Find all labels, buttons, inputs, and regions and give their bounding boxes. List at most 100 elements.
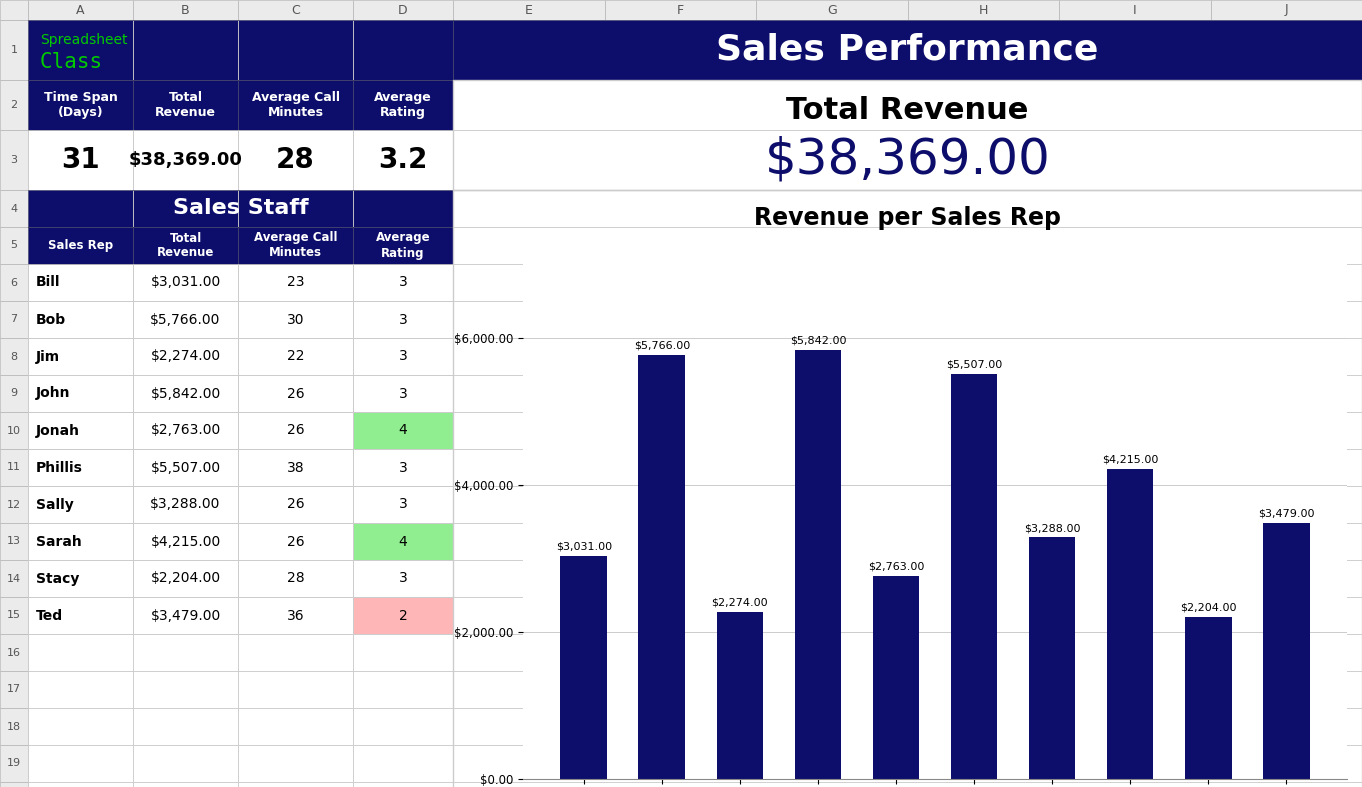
Bar	[0, 449, 29, 486]
Bar	[605, 0, 756, 20]
Bar	[133, 412, 238, 449]
Bar	[353, 20, 454, 80]
Bar	[0, 20, 29, 80]
Text: 3: 3	[399, 312, 407, 327]
Bar	[353, 560, 454, 597]
Bar	[133, 412, 238, 449]
Bar	[238, 708, 353, 745]
Bar	[353, 0, 454, 20]
Bar	[454, 264, 1362, 301]
Bar	[0, 560, 29, 597]
Bar	[133, 338, 238, 375]
Bar	[29, 301, 133, 338]
Bar	[238, 671, 353, 708]
Bar	[0, 301, 29, 338]
Bar	[353, 745, 454, 782]
Bar	[238, 597, 353, 634]
Text: 3: 3	[399, 460, 407, 475]
Text: $4,215.00: $4,215.00	[150, 534, 221, 549]
Bar	[353, 412, 454, 449]
Bar	[238, 597, 353, 634]
Bar	[238, 523, 353, 560]
Bar	[238, 227, 353, 264]
Bar	[29, 264, 133, 301]
Text: $5,766.00: $5,766.00	[633, 341, 691, 351]
Bar	[29, 560, 133, 597]
Bar	[454, 80, 1362, 190]
Bar	[454, 338, 1362, 375]
Bar	[639, 356, 685, 779]
Text: B: B	[181, 3, 189, 17]
Bar	[29, 412, 133, 449]
Bar	[454, 375, 1362, 412]
Text: 4: 4	[11, 204, 18, 213]
Text: $38,369.00: $38,369.00	[128, 151, 242, 169]
Bar	[133, 634, 238, 671]
Bar	[0, 375, 29, 412]
Text: $3,288.00: $3,288.00	[150, 497, 221, 512]
Text: Average Call
Minutes: Average Call Minutes	[253, 231, 338, 260]
Bar	[29, 227, 133, 264]
Bar	[29, 597, 133, 634]
Bar	[353, 338, 454, 375]
Text: 6: 6	[11, 278, 18, 287]
Bar	[353, 597, 454, 634]
Bar	[454, 634, 1362, 671]
Bar	[0, 375, 29, 412]
Bar	[0, 597, 29, 634]
Bar	[454, 412, 1362, 449]
Text: $3,031.00: $3,031.00	[150, 275, 221, 290]
Bar	[0, 449, 29, 486]
Bar	[0, 80, 29, 130]
Text: 3: 3	[399, 571, 407, 586]
Text: J: J	[1284, 3, 1288, 17]
Bar	[0, 560, 29, 597]
Text: 7: 7	[11, 315, 18, 324]
Bar	[133, 301, 238, 338]
Bar	[133, 523, 238, 560]
Bar	[353, 301, 454, 338]
Bar	[133, 523, 238, 560]
Bar	[238, 301, 353, 338]
Text: 18: 18	[7, 722, 20, 731]
Bar	[29, 338, 133, 375]
Bar	[133, 671, 238, 708]
Bar	[238, 338, 353, 375]
Bar	[353, 227, 454, 264]
Text: Jonah: Jonah	[35, 423, 80, 438]
Bar	[353, 782, 454, 787]
Bar	[133, 375, 238, 412]
Bar	[0, 634, 29, 671]
Bar	[133, 80, 238, 130]
Text: Average Call
Minutes: Average Call Minutes	[252, 91, 339, 119]
Bar	[238, 130, 353, 190]
Bar	[133, 449, 238, 486]
Bar	[29, 782, 133, 787]
Bar	[353, 227, 454, 264]
Text: Revenue per Sales Rep: Revenue per Sales Rep	[755, 206, 1061, 230]
Bar	[716, 612, 763, 779]
Bar	[0, 190, 29, 227]
Bar	[238, 130, 353, 190]
Bar	[353, 227, 454, 264]
Bar	[353, 745, 454, 782]
Bar	[133, 560, 238, 597]
Bar	[238, 264, 353, 301]
Bar	[238, 486, 353, 523]
Bar	[353, 708, 454, 745]
Bar	[353, 412, 454, 449]
Text: $4,215.00: $4,215.00	[1102, 455, 1158, 465]
Bar	[133, 338, 238, 375]
Bar	[353, 0, 454, 20]
Bar	[353, 560, 454, 597]
Text: $2,274.00: $2,274.00	[711, 597, 768, 608]
Bar	[238, 80, 353, 130]
Bar	[133, 227, 238, 264]
Bar	[353, 338, 454, 375]
Text: 17: 17	[7, 685, 20, 694]
Bar	[238, 338, 353, 375]
Bar	[0, 227, 29, 264]
Text: 3: 3	[11, 155, 18, 165]
Bar	[29, 523, 133, 560]
Bar	[133, 264, 238, 301]
